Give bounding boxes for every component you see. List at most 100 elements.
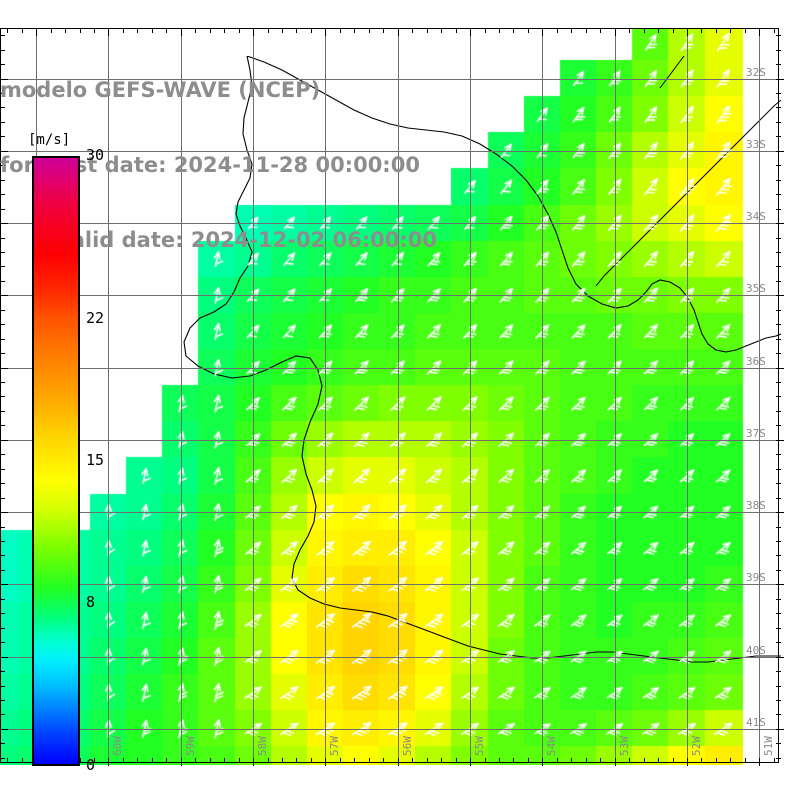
tick-lon-bottom xyxy=(456,758,457,763)
tick-lon-bottom xyxy=(470,758,471,766)
tick-lat-left xyxy=(0,223,8,224)
tick-lat-right xyxy=(776,107,781,108)
tick-lat-left xyxy=(0,382,5,383)
tick-lat-left xyxy=(0,729,8,730)
tick-lat-right xyxy=(776,642,781,643)
tick-lat-right xyxy=(776,671,781,672)
tick-lat-right xyxy=(776,743,781,744)
tick-lat-right xyxy=(776,440,784,441)
tick-lon-top xyxy=(759,28,760,36)
tick-lon-top xyxy=(745,28,746,33)
longitude-label: 54W xyxy=(545,736,559,756)
tick-lat-left xyxy=(0,599,5,600)
tick-lon-top xyxy=(542,28,543,36)
tick-lat-right xyxy=(776,310,781,311)
tick-lat-left xyxy=(0,714,5,715)
tick-lon-bottom xyxy=(268,758,269,763)
gridline-lat xyxy=(0,151,781,152)
tick-lat-right xyxy=(776,180,781,181)
tick-lat-right xyxy=(776,266,781,267)
tick-lat-right xyxy=(776,281,781,282)
tick-lat-right xyxy=(776,469,781,470)
tick-lon-top xyxy=(687,28,688,36)
gridline-lon xyxy=(542,28,543,765)
tick-lat-left xyxy=(0,252,5,253)
tick-lon-bottom xyxy=(152,758,153,763)
tick-lat-right xyxy=(776,93,781,94)
tick-lon-bottom xyxy=(311,758,312,763)
tick-lat-right xyxy=(776,584,784,585)
latitude-label: 40S xyxy=(746,643,766,657)
tick-lon-bottom xyxy=(325,758,326,766)
tick-lon-top xyxy=(600,28,601,33)
tick-lon-top xyxy=(65,28,66,33)
tick-lat-left xyxy=(0,454,5,455)
tick-lon-top xyxy=(383,28,384,33)
tick-lon-bottom xyxy=(181,758,182,766)
longitude-label: 53W xyxy=(617,736,631,756)
tick-lon-top xyxy=(22,28,23,33)
tick-lat-left xyxy=(0,35,5,36)
tick-lat-left xyxy=(0,353,5,354)
tick-lat-right xyxy=(776,194,781,195)
tick-lat-left xyxy=(0,671,5,672)
longitude-label: 58W xyxy=(256,736,270,756)
tick-lat-left xyxy=(0,194,5,195)
tick-lon-top xyxy=(210,28,211,33)
tick-lon-top xyxy=(123,28,124,33)
tick-lon-bottom xyxy=(166,758,167,763)
gridline-lon xyxy=(108,28,109,765)
tick-lat-left xyxy=(0,512,8,513)
longitude-label: 55W xyxy=(473,736,487,756)
gridline-lat xyxy=(0,440,781,441)
longitude-label: 59W xyxy=(183,736,197,756)
tick-lat-left xyxy=(0,295,8,296)
tick-lon-top xyxy=(325,28,326,36)
colorbar-gradient xyxy=(32,156,80,766)
tick-lat-left xyxy=(0,151,8,152)
tick-lat-right xyxy=(776,411,781,412)
tick-lon-bottom xyxy=(80,758,81,763)
tick-lat-right xyxy=(776,758,781,759)
tick-lon-bottom xyxy=(296,758,297,763)
tick-lon-bottom xyxy=(701,758,702,763)
longitude-label: 56W xyxy=(400,736,414,756)
tick-lon-top xyxy=(253,28,254,36)
tick-lon-bottom xyxy=(615,758,616,766)
tick-lat-left xyxy=(0,613,5,614)
tick-lat-left xyxy=(0,339,5,340)
tick-lat-left xyxy=(0,79,8,80)
tick-lat-left xyxy=(0,527,5,528)
tick-lon-top xyxy=(94,28,95,33)
tick-lon-bottom xyxy=(22,758,23,763)
tick-lon-top xyxy=(354,28,355,33)
tick-lon-bottom xyxy=(383,758,384,763)
gridline-lat xyxy=(0,223,781,224)
tick-lon-top xyxy=(398,28,399,36)
gridline-lon xyxy=(470,28,471,765)
gridline-lon xyxy=(253,28,254,765)
tick-lat-right xyxy=(776,657,784,658)
tick-lon-bottom xyxy=(673,758,674,763)
tick-lon-bottom xyxy=(600,758,601,763)
tick-lat-left xyxy=(0,498,5,499)
longitude-label: 52W xyxy=(689,736,703,756)
gridline-lon xyxy=(181,28,182,765)
tick-lon-top xyxy=(80,28,81,33)
tick-lon-top xyxy=(195,28,196,33)
tick-lon-top xyxy=(716,28,717,33)
colorbar-tick-label: 15 xyxy=(86,451,105,469)
tick-lat-left xyxy=(0,266,5,267)
tick-lon-bottom xyxy=(398,758,399,766)
tick-lon-top xyxy=(340,28,341,33)
tick-lon-top xyxy=(166,28,167,33)
tick-lat-left xyxy=(0,411,5,412)
latitude-label: 32S xyxy=(746,65,766,79)
gridline-lon xyxy=(615,28,616,765)
tick-lat-left xyxy=(0,700,5,701)
tick-lon-bottom xyxy=(210,758,211,763)
colorbar-unit-label: [m/s] xyxy=(28,132,71,148)
tick-lat-right xyxy=(776,353,781,354)
tick-lat-left xyxy=(0,570,5,571)
tick-lon-bottom xyxy=(499,758,500,763)
